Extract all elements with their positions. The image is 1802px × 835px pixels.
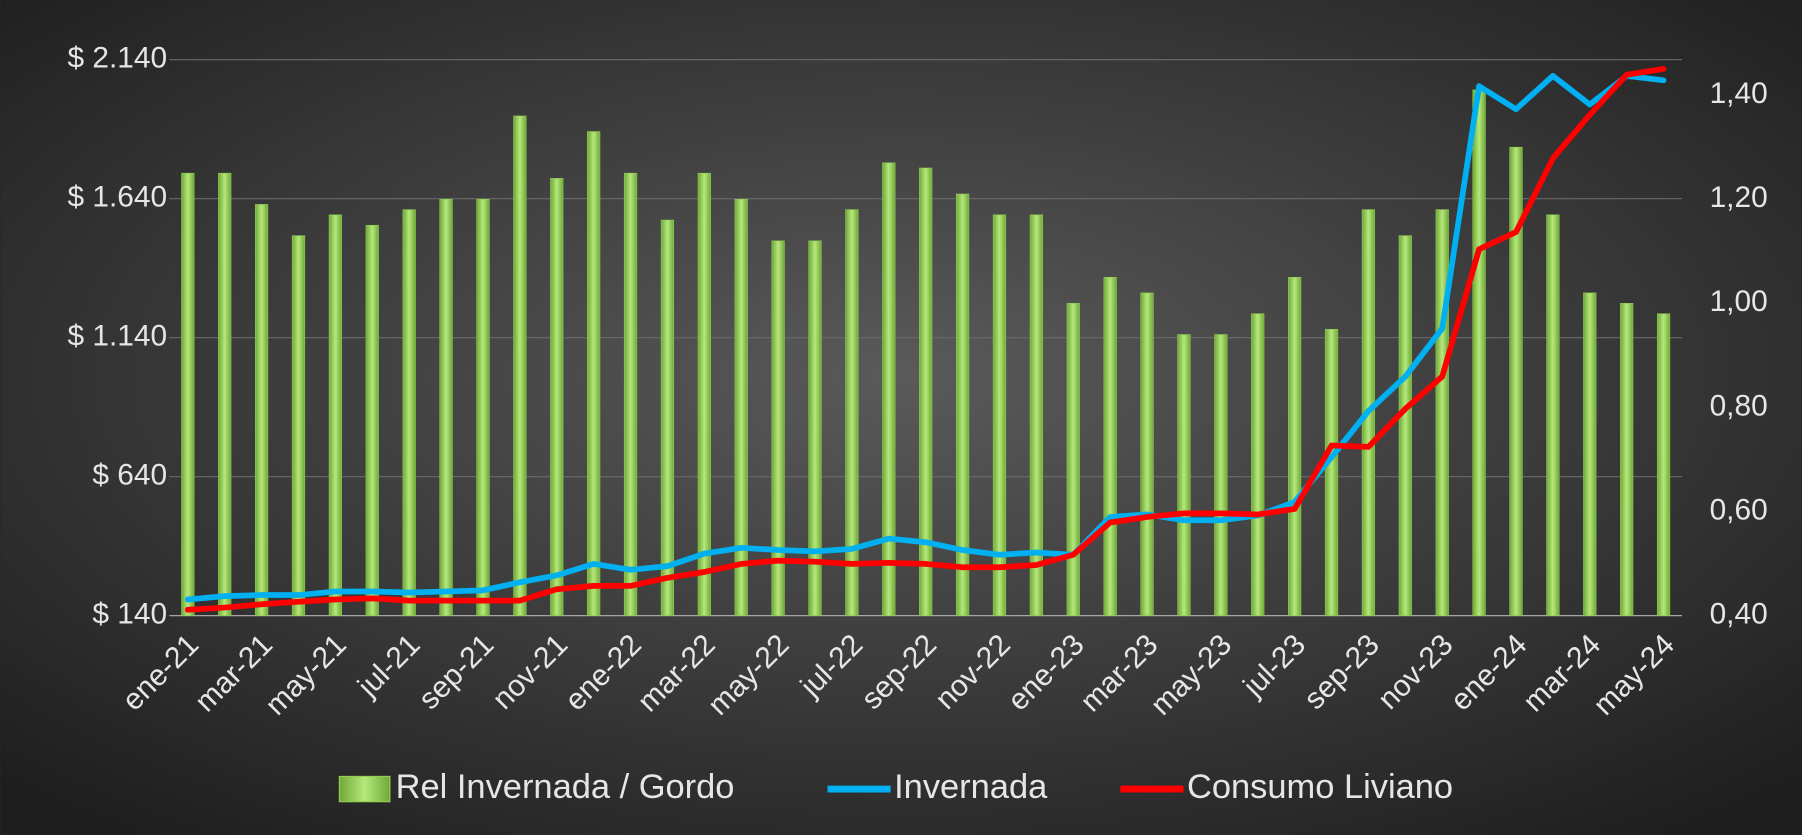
bar xyxy=(1435,209,1449,616)
bar xyxy=(550,178,564,616)
bar xyxy=(1029,214,1043,616)
legend-swatch xyxy=(338,775,391,803)
legend-label: Consumo Liviano xyxy=(1187,768,1453,806)
bar xyxy=(845,209,859,616)
bar xyxy=(1066,303,1080,616)
line xyxy=(184,66,1667,613)
bar xyxy=(1324,329,1339,616)
y2-tick-label: 0,80 xyxy=(1710,389,1768,422)
bar xyxy=(1546,214,1560,616)
bar xyxy=(218,172,232,616)
bar xyxy=(365,224,379,616)
y-tick-label: $ 640 xyxy=(92,459,167,492)
y-tick-label: $ 1.140 xyxy=(67,320,167,353)
bar xyxy=(1509,146,1523,616)
bar xyxy=(697,172,711,616)
bar xyxy=(1398,235,1412,616)
bar xyxy=(1140,292,1154,616)
bar xyxy=(623,172,638,616)
bar xyxy=(660,219,675,616)
bar xyxy=(1620,303,1634,616)
bar xyxy=(255,204,269,616)
legend-label: Invernada xyxy=(894,768,1048,806)
y2-tick-label: 1,40 xyxy=(1710,77,1768,110)
bar xyxy=(291,235,306,616)
bar xyxy=(476,198,490,616)
y-tick-label: $ 2.140 xyxy=(67,42,167,75)
bar xyxy=(808,240,822,616)
bar xyxy=(1177,334,1191,616)
y2-tick-label: 0,40 xyxy=(1710,598,1768,631)
bar xyxy=(1103,277,1117,616)
bar xyxy=(513,115,527,616)
y2-tick-label: 1,00 xyxy=(1710,285,1768,318)
y2-tick-label: 1,20 xyxy=(1710,181,1768,214)
bar xyxy=(1251,313,1265,616)
bar xyxy=(1214,334,1228,616)
y2-tick-label: 0,60 xyxy=(1710,493,1768,526)
bar xyxy=(328,214,342,616)
bar xyxy=(1583,292,1597,616)
y-tick-label: $ 1.640 xyxy=(67,181,167,214)
bar xyxy=(734,198,748,616)
bar xyxy=(882,162,896,616)
bar xyxy=(402,209,416,616)
bar xyxy=(1656,313,1671,616)
line xyxy=(184,72,1667,603)
bar xyxy=(439,198,453,616)
legend-label: Rel Invernada / Gordo xyxy=(396,768,735,806)
bar xyxy=(1288,277,1302,616)
bar xyxy=(955,193,970,616)
bar xyxy=(771,240,785,616)
bar xyxy=(992,214,1007,616)
bar xyxy=(587,131,601,616)
bar xyxy=(181,172,195,616)
bar xyxy=(919,167,933,616)
y-tick-label: $ 140 xyxy=(92,598,167,631)
bar xyxy=(1472,89,1486,616)
